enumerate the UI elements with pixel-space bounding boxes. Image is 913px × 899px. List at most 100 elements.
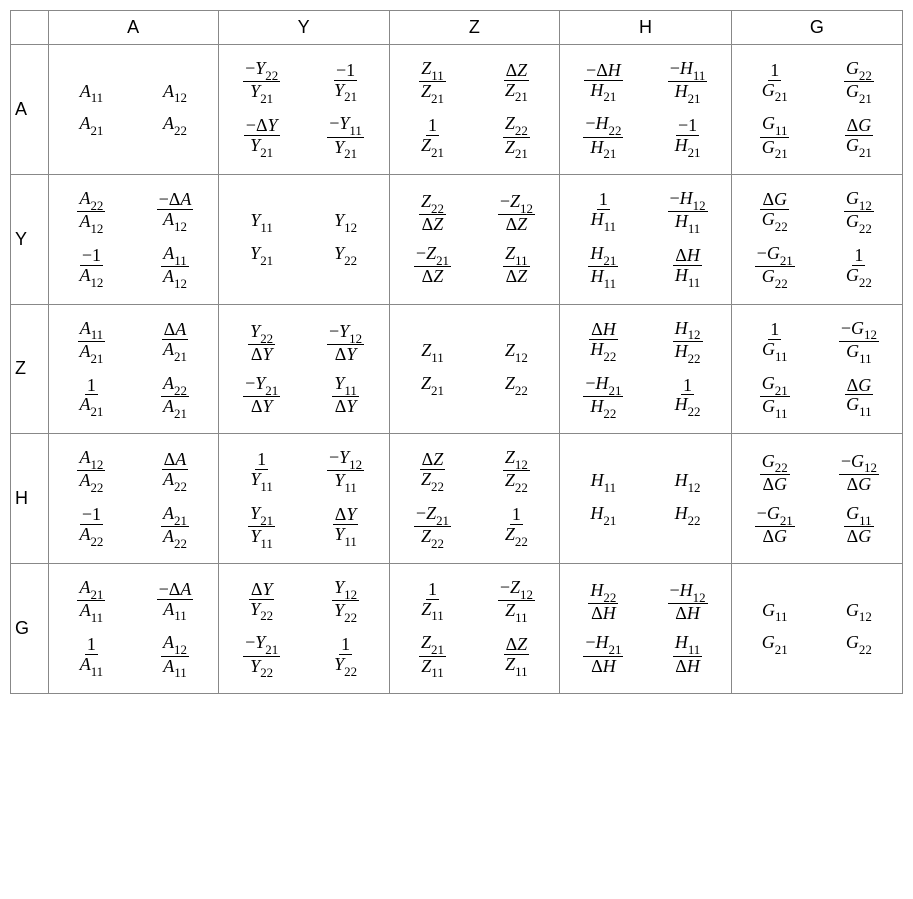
matrix-entry: H21 — [590, 504, 616, 527]
matrix-2x2: Z11Z12Z21Z22 — [400, 341, 550, 397]
row-header: Y — [11, 174, 49, 304]
matrix-entry: 1H22 — [673, 376, 703, 418]
table-row: GA21A11−ΔAA111A11A12A11 ΔYY22 Y12Y22 −Y21Y2… — [11, 564, 903, 694]
matrix-entry: G11G21 — [760, 114, 790, 159]
matrix-entry: G22 — [846, 633, 872, 656]
matrix-entry: −ΔAA11 — [157, 580, 194, 622]
conversion-cell: G22ΔG −G12ΔG −G21ΔG G11ΔG — [731, 434, 902, 564]
matrix-entry: ΔHH22 — [588, 320, 618, 362]
matrix-entry: ΔAA21 — [161, 320, 189, 362]
matrix-entry: −H21H22 — [583, 374, 623, 419]
matrix-entry: Y11 — [250, 211, 273, 234]
matrix-entry: −ΔAA12 — [157, 190, 194, 232]
conversion-cell: ΔGG22G12G22−G21G221G22 — [731, 174, 902, 304]
matrix-entry: −Y12ΔY — [327, 322, 364, 364]
matrix-entry: 1Z21 — [419, 116, 446, 158]
matrix-entry: A21A22 — [161, 504, 189, 549]
row-header: H — [11, 434, 49, 564]
matrix-entry: G11ΔG — [844, 504, 873, 546]
conversion-cell: −Y22Y21−1Y21−ΔYY21−Y11Y21 — [218, 45, 389, 175]
matrix-entry: A11 — [80, 82, 103, 105]
matrix-2x2: Z11Z21ΔZZ211Z21Z22Z21 — [400, 59, 550, 160]
conversion-cell: G11G12G21G22 — [731, 564, 902, 694]
conversion-cell: A21A11−ΔAA111A11A12A11 — [48, 564, 218, 694]
matrix-2x2: Z22ΔZ−Z12ΔZ−Z21ΔZZ11ΔZ — [400, 192, 550, 286]
conversion-cell: ΔZZ22 Z12Z22 −Z21Z22 1Z22 — [389, 434, 560, 564]
matrix-entry: −G21G22 — [755, 244, 795, 289]
matrix-entry: Y12Y22 — [332, 578, 359, 623]
matrix-entry: −ΔHH21 — [584, 61, 623, 103]
matrix-entry: ΔYY22 — [248, 580, 275, 622]
matrix-entry: Y21 — [250, 244, 273, 267]
conversion-cell: H11H12H21H22 — [560, 434, 731, 564]
matrix-entry: G22ΔG — [760, 452, 790, 494]
matrix-entry: ΔZZ22 — [419, 450, 446, 492]
matrix-entry: A22A21 — [161, 374, 189, 419]
matrix-entry: ΔAA22 — [161, 450, 189, 492]
table-body: AA11A12A21A22−Y22Y21−1Y21−ΔYY21−Y11Y21Z1… — [11, 45, 903, 694]
matrix-entry: G22G21 — [844, 59, 874, 104]
matrix-entry: 1A21 — [77, 376, 105, 418]
matrix-entry: −Z21ΔZ — [414, 244, 451, 286]
matrix-entry: −Z21Z22 — [414, 504, 451, 549]
matrix-entry: 1H11 — [589, 190, 618, 232]
corner-cell — [11, 11, 49, 45]
matrix-2x2: A12A22ΔAA22−1A22A21A22 — [59, 448, 208, 549]
matrix-entry: H12 — [675, 471, 701, 494]
matrix-2x2: A22A12−ΔAA12−1A12A11A12 — [59, 189, 208, 290]
conversion-cell: A11A21ΔAA211A21A22A21 — [48, 304, 218, 434]
matrix-entry: A12 — [163, 82, 187, 105]
matrix-2x2: ΔZZ22 Z12Z22 −Z21Z22 1Z22 — [400, 448, 550, 549]
conversion-cell: A11A12A21A22 — [48, 45, 218, 175]
conversion-cell: 1Y11−Y12Y11Y21Y11ΔYY11 — [218, 434, 389, 564]
matrix-entry: −1H21 — [673, 116, 703, 158]
row-header: Z — [11, 304, 49, 434]
matrix-entry: G21 — [762, 633, 788, 656]
matrix-2x2: G22ΔG −G12ΔG −G21ΔG G11ΔG — [742, 452, 892, 546]
matrix-2x2: Y22ΔY−Y12ΔY−Y21ΔYY11ΔY — [229, 322, 379, 416]
matrix-entry: Z12Z22 — [503, 448, 530, 493]
matrix-entry: −1A12 — [77, 246, 105, 288]
matrix-entry: 1Y22 — [332, 635, 359, 677]
matrix-entry: Y11ΔY — [332, 374, 359, 416]
matrix-entry: A21 — [79, 114, 103, 137]
row-header: G — [11, 564, 49, 694]
matrix-entry: G12G22 — [844, 189, 874, 234]
conversion-cell: Z11Z12Z21Z22 — [389, 304, 560, 434]
conversion-cell: ΔHH22 H12H22 −H21H22 1H22 — [560, 304, 731, 434]
table-row: ZA11A21ΔAA211A21A22A21Y22ΔY−Y12ΔY−Y21ΔYY… — [11, 304, 903, 434]
conversion-cell: 1H11−H12H11H21H11ΔHH11 — [560, 174, 731, 304]
matrix-entry: ΔGG11 — [844, 376, 873, 418]
header-row: A Y Z H G — [11, 11, 903, 45]
col-header: Z — [389, 11, 560, 45]
matrix-entry: 1G11 — [760, 320, 789, 362]
matrix-entry: H11ΔH — [673, 633, 702, 675]
matrix-entry: −Z12Z11 — [498, 578, 535, 623]
matrix-entry: −Y21ΔY — [243, 374, 280, 416]
matrix-2x2: 1G11−G12G11G21G11ΔGG11 — [742, 319, 892, 420]
matrix-entry: −G21ΔG — [755, 504, 795, 546]
matrix-2x2: −Y22Y21−1Y21−ΔYY21−Y11Y21 — [229, 59, 379, 160]
conversion-cell: ΔYY22 Y12Y22 −Y21Y22 1Y22 — [218, 564, 389, 694]
matrix-entry: H21H11 — [588, 244, 618, 289]
conversion-cell: Y11Y12Y21Y22 — [218, 174, 389, 304]
matrix-entry: −H22H21 — [583, 114, 623, 159]
row-header: A — [11, 45, 49, 175]
matrix-entry: Y12 — [334, 211, 357, 234]
matrix-entry: 1Y11 — [248, 450, 275, 492]
matrix-entry: 1Z22 — [503, 505, 530, 547]
matrix-2x2: −ΔHH21−H11H21−H22H21−1H21 — [570, 59, 720, 160]
matrix-entry: A22A12 — [77, 189, 105, 234]
conversion-cell: Z22ΔZ−Z12ΔZ−Z21ΔZZ11ΔZ — [389, 174, 560, 304]
matrix-2x2: A21A11−ΔAA111A11A12A11 — [59, 578, 208, 679]
matrix-entry: H12H22 — [673, 319, 703, 364]
matrix-entry: −Z12ΔZ — [498, 192, 535, 234]
matrix-entry: ΔGG21 — [844, 116, 874, 158]
matrix-2x2: A11A12A21A22 — [59, 82, 208, 138]
conversion-cell: −ΔHH21−H11H21−H22H21−1H21 — [560, 45, 731, 175]
matrix-2x2: H11H12H21H22 — [570, 471, 720, 527]
matrix-entry: −G12ΔG — [839, 452, 879, 494]
matrix-entry: −Y21Y22 — [243, 633, 280, 678]
matrix-entry: ΔZZ11 — [503, 635, 530, 677]
matrix-entry: A12A22 — [77, 448, 105, 493]
